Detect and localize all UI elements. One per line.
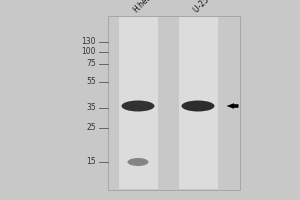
Ellipse shape	[182, 100, 214, 112]
Text: 130: 130	[82, 38, 96, 46]
Bar	[108, 16, 240, 190]
Text: H.heart: H.heart	[132, 0, 158, 14]
Text: U-251 MG: U-251 MG	[192, 0, 224, 14]
Text: 75: 75	[86, 60, 96, 68]
Text: 100: 100	[82, 47, 96, 56]
Ellipse shape	[122, 100, 154, 112]
Text: 35: 35	[86, 104, 96, 112]
Bar	[178, 17, 218, 189]
FancyArrow shape	[226, 103, 238, 109]
Text: 55: 55	[86, 77, 96, 86]
Text: 15: 15	[86, 158, 96, 166]
Bar	[118, 17, 158, 189]
Ellipse shape	[128, 158, 148, 166]
Text: 25: 25	[86, 123, 96, 132]
